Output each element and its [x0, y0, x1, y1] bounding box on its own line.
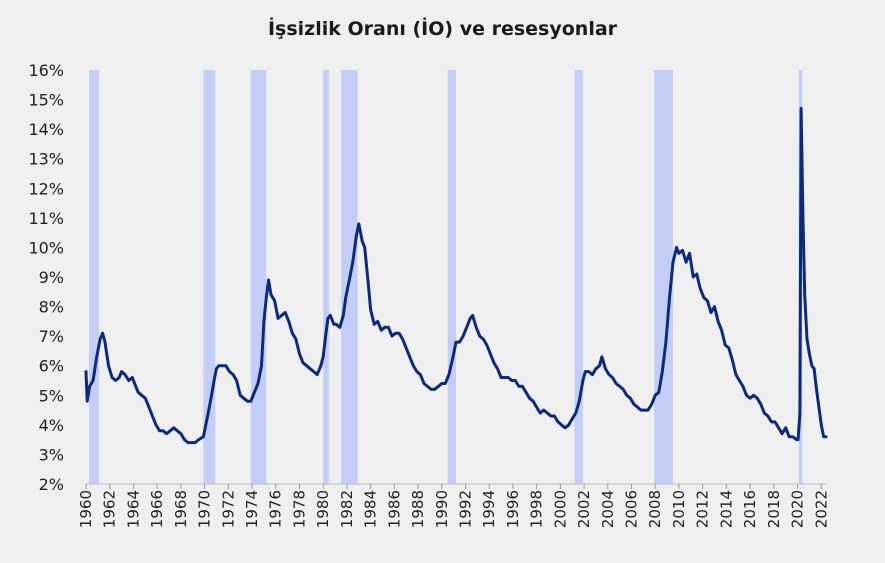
chart-title: İşsizlik Oranı (İO) ve resesyonlar: [267, 18, 618, 40]
recession-band-6: [574, 70, 583, 484]
x-tick-label-14: 1988: [409, 490, 427, 528]
x-tick-label-1: 1962: [101, 490, 119, 528]
recession-band-2: [250, 70, 267, 484]
x-tick-label-8: 1976: [267, 490, 285, 528]
x-tick-label-2: 1964: [124, 490, 142, 528]
x-tick-label-20: 2000: [551, 490, 569, 528]
x-tick-label-16: 1992: [456, 490, 474, 528]
y-tick-label-4: 6%: [39, 357, 64, 376]
x-tick-label-26: 2012: [694, 490, 712, 528]
x-tick-label-7: 1974: [243, 490, 261, 528]
y-tick-label-2: 4%: [39, 416, 64, 435]
unemployment-rate-line: [84, 106, 828, 445]
y-tick-label-1: 3%: [39, 445, 64, 464]
x-tick-label-3: 1966: [148, 490, 166, 528]
x-tick-label-28: 2016: [741, 490, 759, 528]
x-tick-label-29: 2018: [765, 490, 783, 528]
x-tick-label-17: 1994: [480, 490, 498, 528]
series-layer: [84, 106, 828, 445]
x-tick-label-25: 2010: [670, 490, 688, 528]
y-tick-label-7: 9%: [39, 268, 64, 287]
x-tick-label-22: 2004: [599, 490, 617, 528]
x-tick-label-5: 1970: [196, 490, 214, 528]
y-tick-label-12: 14%: [28, 120, 64, 139]
x-tick-label-10: 1980: [314, 490, 332, 528]
x-tick-label-12: 1984: [362, 490, 380, 528]
y-tick-label-6: 8%: [39, 298, 64, 317]
y-tick-label-9: 11%: [28, 209, 64, 228]
x-tick-label-23: 2006: [623, 490, 641, 528]
y-axis: 2% 3% 4% 5% 6% 7% 8% 9% 10% 11% 12% 13% 14% 15% 16%: [28, 61, 64, 494]
y-tick-label-13: 15%: [28, 91, 64, 110]
x-tick-label-6: 1972: [219, 490, 237, 528]
x-axis: 1960 1962 1964 1966 1968 1970 1972 1974 1976 1978…: [77, 483, 830, 528]
y-tick-label-0: 2%: [39, 475, 64, 494]
x-tick-label-13: 1986: [385, 490, 403, 528]
y-tick-label-10: 12%: [28, 179, 64, 198]
x-tick-label-0: 1960: [77, 490, 95, 528]
x-tick-label-11: 1982: [338, 490, 356, 528]
x-tick-label-27: 2014: [717, 490, 735, 528]
recession-band-7: [654, 70, 674, 484]
y-tick-label-3: 5%: [39, 386, 64, 405]
y-tick-label-8: 10%: [28, 238, 64, 257]
x-tick-label-21: 2002: [575, 490, 593, 528]
x-tick-label-30: 2020: [789, 490, 807, 528]
x-tick-label-15: 1990: [433, 490, 451, 528]
recession-band-1: [203, 70, 216, 484]
y-tick-label-11: 13%: [28, 150, 64, 169]
recession-band-0: [88, 70, 100, 484]
recession-band-3: [323, 70, 330, 484]
x-tick-label-31: 2022: [812, 490, 830, 528]
y-tick-label-5: 7%: [39, 327, 64, 346]
y-tick-label-14: 16%: [28, 61, 64, 80]
x-tick-label-19: 1998: [528, 490, 546, 528]
x-tick-label-24: 2008: [646, 490, 664, 528]
x-tick-label-4: 1968: [172, 490, 190, 528]
x-tick-label-9: 1978: [290, 490, 308, 528]
recession-band-5: [447, 70, 456, 484]
x-tick-label-18: 1996: [504, 490, 522, 528]
